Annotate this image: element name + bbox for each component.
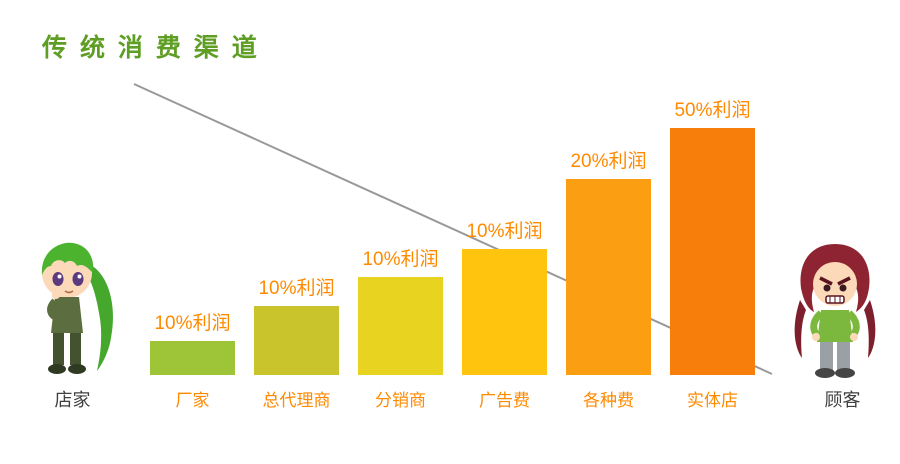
page-title: 传 统 消 费 渠 道 [42, 34, 260, 62]
diagonal-line-stroke [133, 83, 773, 375]
bar-category-label: 分销商 [375, 391, 426, 410]
customer-label: 顾客 [824, 390, 861, 410]
bar-3 [358, 277, 443, 375]
shopkeeper-icon [41, 242, 114, 374]
bar-value-label: 10%利润 [154, 313, 231, 334]
bar-value-label: 50%利润 [674, 100, 751, 121]
bar-6 [670, 128, 755, 375]
bar-value-label: 20%利润 [570, 151, 647, 172]
customer-character [788, 240, 883, 390]
bar-category-label: 广告费 [479, 391, 530, 410]
bar-2 [254, 306, 339, 375]
bar-value-label: 10%利润 [362, 249, 439, 270]
bar-4 [462, 249, 547, 375]
bar-value-label: 10%利润 [258, 278, 335, 299]
bar-category-label: 厂家 [175, 391, 210, 410]
bar-5 [566, 179, 651, 375]
bar-1 [150, 341, 235, 375]
bar-value-label: 10%利润 [466, 221, 543, 242]
bar-category-label: 各种费 [583, 391, 634, 410]
bar-category-label: 实体店 [687, 391, 738, 410]
bar-category-label: 总代理商 [262, 391, 331, 410]
shopkeeper-character [25, 233, 120, 388]
angry-customer-icon [794, 244, 876, 378]
shopkeeper-label: 店家 [54, 390, 91, 410]
